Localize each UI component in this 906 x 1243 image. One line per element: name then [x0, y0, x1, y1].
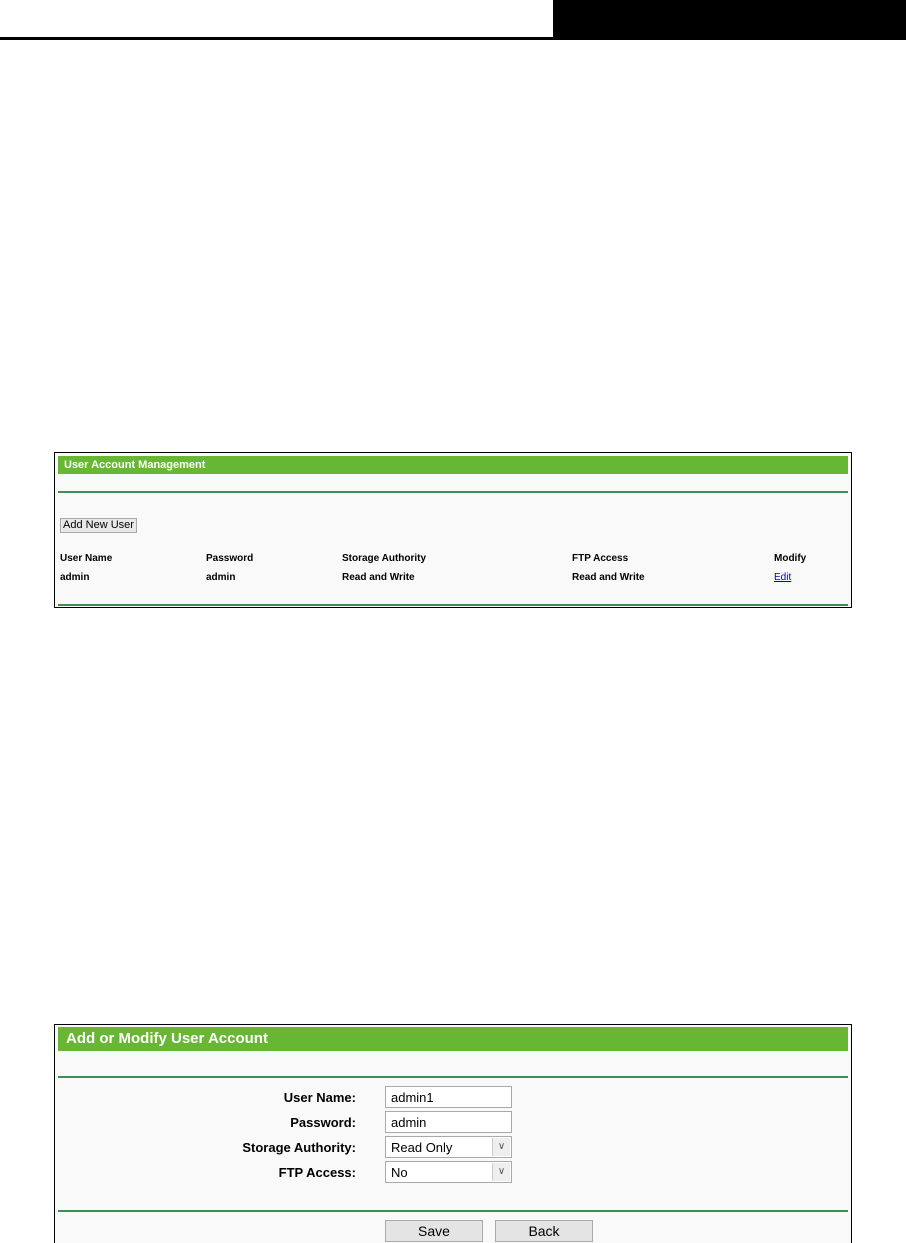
chevron-down-icon[interactable]: ∨ [492, 1163, 510, 1181]
storage-authority-value: Read Only [391, 1140, 453, 1155]
user-name-input[interactable]: admin1 [385, 1086, 512, 1108]
col-modify: Modify [774, 553, 807, 564]
divider [58, 1210, 848, 1212]
user-account-management-panel: User Account Management Add New User Use… [54, 452, 852, 608]
col-ftp-access: FTP Access [572, 553, 629, 564]
divider [58, 604, 848, 606]
back-button[interactable]: Back [495, 1220, 593, 1242]
add-new-user-button[interactable]: Add New User [60, 518, 137, 533]
storage-authority-select[interactable]: Read Only ∨ [385, 1136, 512, 1158]
col-storage-authority: Storage Authority [342, 553, 427, 564]
edit-link[interactable]: Edit [774, 572, 792, 583]
password-label: Password: [290, 1115, 356, 1130]
page-header-block [553, 0, 906, 40]
panel-title: Add or Modify User Account [58, 1027, 848, 1051]
ftp-access-label: FTP Access: [278, 1165, 356, 1180]
cell-password: admin [206, 572, 236, 583]
chevron-down-icon[interactable]: ∨ [492, 1138, 510, 1156]
storage-authority-label: Storage Authority: [242, 1140, 356, 1155]
cell-ftp: Read and Write [572, 572, 645, 583]
col-password: Password [206, 553, 254, 564]
password-input[interactable]: admin [385, 1111, 512, 1133]
cell-storage: Read and Write [342, 572, 415, 583]
save-button[interactable]: Save [385, 1220, 483, 1242]
page-header-rule [0, 37, 553, 40]
cell-user: admin [60, 572, 90, 583]
divider [58, 491, 848, 493]
add-modify-user-panel: Add or Modify User Account User Name: ad… [54, 1024, 852, 1243]
ftp-access-select[interactable]: No ∨ [385, 1161, 512, 1183]
panel-title: User Account Management [58, 456, 848, 474]
user-name-label: User Name: [283, 1090, 356, 1105]
ftp-access-value: No [391, 1165, 408, 1180]
col-user-name: User Name [60, 553, 113, 564]
divider [58, 1076, 848, 1078]
